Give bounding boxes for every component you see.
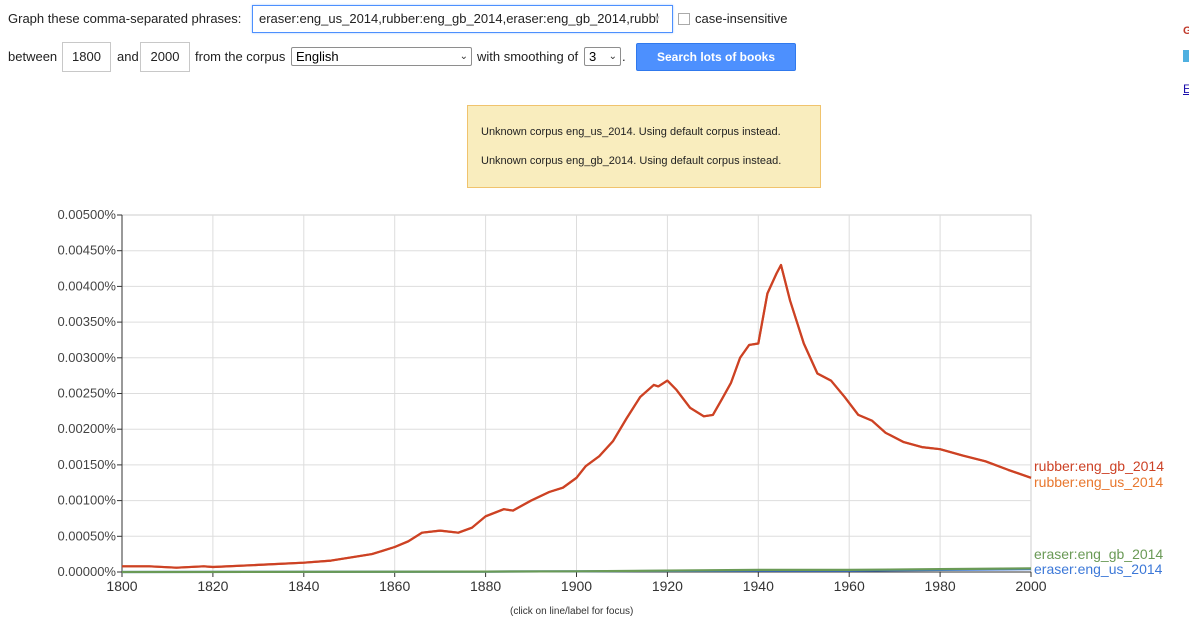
series-label-rubber-eng-us-2014[interactable]: rubber:eng_us_2014 — [1034, 474, 1163, 490]
and-label: and — [117, 49, 139, 64]
x-tick-label: 1880 — [470, 578, 501, 594]
x-tick-label: 1940 — [743, 578, 774, 594]
x-tick-label: 1820 — [197, 578, 228, 594]
x-tick-label: 2000 — [1015, 578, 1046, 594]
y-tick-label: 0.00350% — [57, 314, 116, 329]
google-plus-icon[interactable]: G — [1183, 25, 1189, 37]
corpus-warning-2: Unknown corpus eng_gb_2014. Using defaul… — [481, 155, 782, 167]
y-tick-label: 0.00500% — [57, 207, 116, 222]
case-insensitive-label: case-insensitive — [695, 11, 788, 26]
corpus-label: from the corpus — [195, 49, 286, 64]
search-button[interactable]: Search lots of books — [636, 43, 796, 71]
series-label-eraser-eng-gb-2014[interactable]: eraser:eng_gb_2014 — [1034, 546, 1163, 562]
y-tick-label: 0.00250% — [57, 386, 116, 401]
smoothing-select-value: 3 — [589, 49, 597, 64]
smoothing-period: . — [622, 49, 626, 64]
x-tick-label: 1920 — [652, 578, 683, 594]
focus-hint: (click on line/label for focus) — [510, 606, 634, 617]
series-label-eraser-eng-us-2014[interactable]: eraser:eng_us_2014 — [1034, 561, 1163, 577]
x-tick-label: 1860 — [379, 578, 410, 594]
y-tick-label: 0.00150% — [57, 457, 116, 472]
y-tick-label: 0.00200% — [57, 421, 116, 436]
series-label-rubber-eng-gb-2014[interactable]: rubber:eng_gb_2014 — [1034, 458, 1164, 474]
end-year-input[interactable]: 2000 — [140, 42, 190, 72]
chart-series[interactable] — [121, 263, 1032, 574]
start-year-input[interactable]: 1800 — [62, 42, 111, 72]
chart-grid — [121, 214, 1032, 573]
phrases-value: eraser:eng_us_2014,rubber:eng_gb_2014,er… — [259, 11, 659, 26]
twitter-icon[interactable] — [1183, 50, 1189, 62]
series-line-eraser-eng-gb-2014[interactable] — [121, 567, 1032, 574]
chart-axes: 0.00000% 0.00050% 0.00100% 0.00150% 0.00200%… — [57, 207, 1046, 594]
case-insensitive-checkbox[interactable] — [678, 13, 690, 25]
y-tick-label: 0.00300% — [57, 350, 116, 365]
x-tick-label: 1800 — [106, 578, 137, 594]
chevron-down-icon: ⌄ — [608, 51, 617, 62]
x-tick-label: 1840 — [288, 578, 319, 594]
phrases-input[interactable]: eraser:eng_us_2014,rubber:eng_gb_2014,er… — [252, 5, 673, 33]
embed-link[interactable]: E — [1183, 82, 1189, 96]
corpus-select[interactable]: English ⌄ — [291, 47, 472, 66]
x-tick-label: 1960 — [834, 578, 865, 594]
chevron-down-icon: ⌄ — [459, 51, 468, 62]
y-tick-label: 0.00450% — [57, 243, 116, 258]
phrases-label: Graph these comma-separated phrases: — [8, 11, 242, 26]
y-tick-label: 0.00100% — [57, 493, 116, 508]
y-tick-label: 0.00400% — [57, 278, 116, 293]
corpus-warning-1: Unknown corpus eng_us_2014. Using defaul… — [481, 126, 781, 138]
series-line-rubber-eng-gb-2014[interactable] — [122, 263, 1032, 569]
chart-series-labels[interactable]: rubber:eng_gb_2014rubber:eng_us_2014eras… — [1034, 458, 1164, 577]
x-tick-label: 1900 — [561, 578, 592, 594]
corpus-warning-box: Unknown corpus eng_us_2014. Using defaul… — [467, 105, 821, 188]
smoothing-label: with smoothing of — [477, 49, 579, 64]
x-tick-label: 1980 — [925, 578, 956, 594]
corpus-select-value: English — [296, 49, 339, 64]
smoothing-select[interactable]: 3 ⌄ — [584, 47, 621, 66]
between-label: between — [8, 49, 58, 64]
y-tick-label: 0.00000% — [57, 564, 116, 579]
phrases-dropdown-icon[interactable]: ▾ — [655, 13, 660, 23]
y-tick-label: 0.00050% — [57, 528, 116, 543]
